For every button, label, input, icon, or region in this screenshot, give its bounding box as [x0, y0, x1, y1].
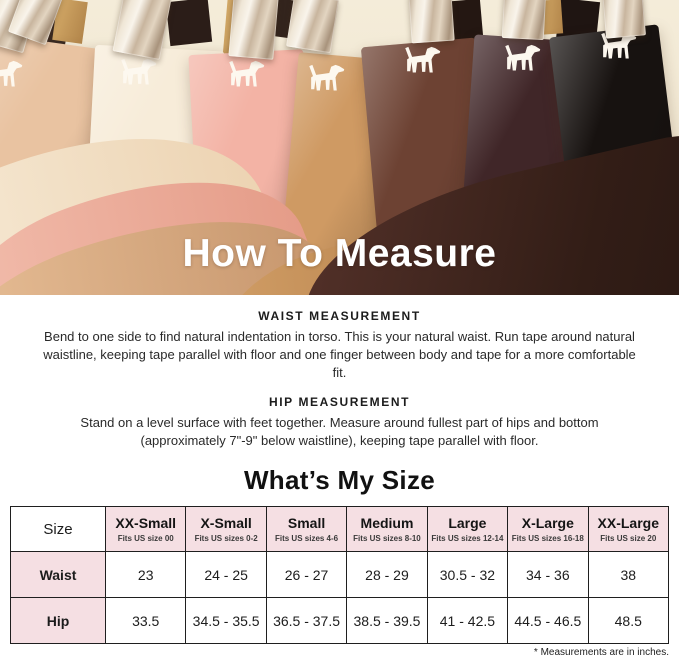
header-cell-medium: Medium Fits US sizes 8-10: [346, 506, 428, 552]
pink-dog-icon: [120, 58, 160, 86]
row-label-waist: Waist: [10, 551, 106, 598]
measurement-instructions: WAIST MEASUREMENT Bend to one side to fi…: [0, 295, 679, 450]
metal-clip: [501, 0, 547, 41]
hero-shadow: [165, 0, 213, 47]
size-fits: Fits US sizes 8-10: [353, 533, 421, 543]
metal-clip: [228, 0, 279, 60]
hip-measurement-heading: HIP MEASUREMENT: [268, 395, 411, 409]
waist-value-cell: 24 - 25: [185, 551, 267, 598]
size-name: XX-Large: [597, 514, 659, 531]
header-cell-small: Small Fits US sizes 4-6: [265, 506, 348, 552]
pink-dog-icon: [308, 64, 348, 92]
pink-dog-icon: [228, 60, 268, 88]
waist-value-cell: 23: [104, 551, 187, 598]
size-chart-table: Size XX-Small Fits US size 00 X-Small Fi…: [10, 506, 670, 644]
size-name: XX-Small: [115, 514, 177, 531]
metal-clip: [602, 0, 646, 39]
hip-value-cell: 48.5: [587, 597, 670, 644]
size-chart-section: What’s My Size Size XX-Small Fits US siz…: [0, 465, 679, 658]
size-name: Medium: [360, 514, 414, 531]
header-cell-xx-small: XX-Small Fits US size 00: [104, 506, 187, 552]
metal-clip: [286, 0, 339, 54]
size-fits: Fits US sizes 16-18: [511, 533, 584, 543]
waist-value-cell: 38: [587, 551, 670, 598]
pink-dog-icon: [600, 32, 640, 60]
size-chart-title: What’s My Size: [243, 465, 436, 495]
size-fits: Fits US sizes 12-14: [431, 533, 504, 543]
waist-measurement-body: Bend to one side to find natural indenta…: [43, 329, 636, 380]
waist-row: Waist 23 24 - 25 26 - 27 28 - 29 30.5 - …: [10, 551, 670, 598]
size-fits: Fits US sizes 4-6: [274, 533, 339, 543]
size-fits: Fits US size 00: [117, 533, 174, 543]
hip-value-cell: 34.5 - 35.5: [185, 597, 267, 644]
pink-dog-icon: [504, 44, 544, 72]
waist-value-cell: 34 - 36: [507, 551, 589, 598]
waist-value-cell: 26 - 27: [265, 551, 348, 598]
header-cell-xx-large: XX-Large Fits US size 20: [587, 506, 670, 552]
size-chart-header-row: Size XX-Small Fits US size 00 X-Small Fi…: [10, 506, 670, 552]
size-corner-cell: Size: [10, 506, 106, 552]
size-name: Large: [448, 514, 487, 531]
size-fits: Fits US sizes 0-2: [194, 533, 258, 543]
size-name: Small: [287, 514, 326, 531]
hip-value-cell: 44.5 - 46.5: [507, 597, 589, 644]
waist-value-cell: 30.5 - 32: [426, 551, 509, 598]
hip-value-cell: 41 - 42.5: [426, 597, 509, 644]
measurements-footnote: * Measurements are in inches.: [533, 647, 669, 658]
hero-title: How To Measure: [182, 232, 497, 275]
header-cell-x-large: X-Large Fits US sizes 16-18: [507, 506, 589, 552]
hip-value-cell: 33.5: [104, 597, 187, 644]
pink-dog-icon: [404, 46, 444, 74]
size-name: X-Large: [521, 514, 574, 531]
hero-photo: How To Measure: [0, 0, 679, 295]
hip-row: Hip 33.5 34.5 - 35.5 36.5 - 37.5 38.5 - …: [10, 597, 670, 644]
pink-dog-icon: [0, 60, 26, 88]
waist-measurement-heading: WAIST MEASUREMENT: [258, 309, 421, 323]
header-cell-x-small: X-Small Fits US sizes 0-2: [185, 506, 267, 552]
size-fits: Fits US size 20: [600, 533, 657, 543]
hip-value-cell: 38.5 - 39.5: [346, 597, 428, 644]
metal-clip: [408, 0, 455, 44]
hip-value-cell: 36.5 - 37.5: [265, 597, 348, 644]
hip-measurement-body: Stand on a level surface with feet toget…: [80, 415, 599, 448]
row-label-hip: Hip: [10, 597, 106, 644]
header-cell-large: Large Fits US sizes 12-14: [426, 506, 509, 552]
waist-value-cell: 28 - 29: [346, 551, 428, 598]
size-name: X-Small: [200, 514, 252, 531]
